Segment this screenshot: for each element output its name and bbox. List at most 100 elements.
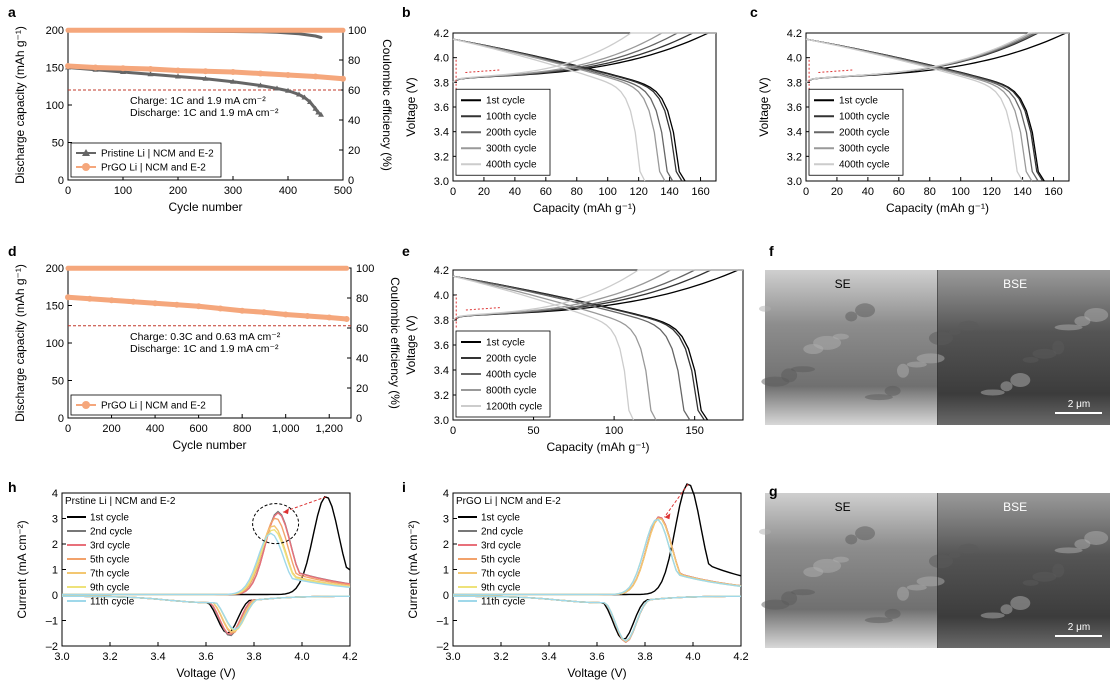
series-11th cycle (61, 532, 351, 631)
capacity-trace (65, 294, 350, 322)
y-tick-label: 3.8 (434, 77, 449, 89)
y-tick-label: 3.0 (434, 415, 449, 427)
legend-label: 1st cycle (839, 96, 878, 107)
x-tick-label: 100 (952, 186, 970, 198)
y-tick-label: 1 (443, 565, 449, 577)
sem-texture (1084, 530, 1109, 545)
x-tick-label: 100 (114, 185, 132, 197)
y2-tick-label: 0 (356, 413, 362, 425)
discharge-curve (452, 275, 657, 421)
sem-texture (761, 599, 790, 610)
capacity-point (175, 73, 181, 79)
legend-label: 200th cycle (839, 128, 890, 139)
scale-bar-label: 2 μm (1068, 399, 1090, 410)
condition-annotation: Discharge: 1C and 1.9 mA cm⁻² (130, 107, 279, 119)
legend-label: 1st cycle (486, 338, 525, 349)
x-tick-label: 800 (233, 423, 251, 435)
x-tick-label: 120 (982, 186, 1000, 198)
y2-tick-label: 40 (348, 115, 360, 127)
legend: 1st cycle 2nd cycle 3rd cycle 5th cycle 7th … (458, 513, 526, 608)
y-tick-label: 3 (443, 514, 449, 526)
sem-texture (759, 305, 771, 312)
condition-annotation: Charge: 1C and 1.9 mA cm⁻² (130, 95, 266, 107)
y-tick-label: 4.0 (434, 53, 449, 65)
legend-label: 300th cycle (839, 144, 890, 155)
capacity-point (315, 109, 322, 115)
sem-texture (1084, 307, 1109, 322)
capacity-point (257, 82, 264, 88)
x-tick-label: 3.2 (493, 651, 508, 663)
charge-curve (805, 32, 1069, 83)
legend-label: 100th cycle (839, 112, 890, 123)
sem-texture (864, 617, 893, 624)
sem-texture (1054, 324, 1083, 331)
capacity-point (274, 85, 280, 91)
legend-marker (82, 401, 90, 409)
x-tick-label: 4.2 (342, 651, 357, 663)
legend-label: 7th cycle (90, 569, 130, 580)
polarization-arrow (455, 295, 502, 328)
x-axis-label: Voltage (V) (176, 666, 235, 680)
sem-texture (790, 589, 815, 596)
x-tick-label: 40 (509, 186, 521, 198)
capacity-point (120, 65, 126, 72)
y-tick-label: –2 (46, 641, 58, 653)
x-tick-label: 60 (893, 186, 905, 198)
legend-label: 1200th cycle (486, 402, 543, 413)
y-tick-label: –1 (46, 616, 58, 628)
y-axis-label: Voltage (V) (404, 315, 418, 374)
legend: 1st cycle 100th cycle 200th cycle 300th cyc… (455, 88, 551, 176)
y-tick-label: 3.6 (434, 102, 449, 114)
legend-label: 9th cycle (481, 583, 521, 594)
legend-label: 400th cycle (486, 160, 537, 171)
panel-label-i: i (402, 479, 406, 495)
condition-annotation: Discharge: 1C and 1.9 mA cm⁻² (130, 343, 279, 355)
y2-axis-label: Coulombic efficiency (%) (388, 277, 402, 409)
x-tick-label: 40 (862, 186, 874, 198)
x-tick-label: 3.4 (150, 651, 165, 663)
capacity-point (65, 294, 71, 301)
y2-tick-label: 80 (348, 55, 360, 67)
panel-label-h: h (8, 479, 17, 495)
x-tick-label: 1,200 (315, 423, 343, 435)
x-tick-label: 20 (831, 186, 843, 198)
series-400th cycle (452, 32, 716, 182)
x-tick-label: 50 (527, 425, 539, 437)
sem-se-image (765, 493, 938, 648)
legend: 1st cycle 100th cycle 200th cycle 300th cyc… (808, 88, 904, 176)
sem-texture (759, 528, 771, 535)
x-tick-label: 160 (1044, 186, 1062, 198)
legend: 1st cycle 2nd cycle 3rd cycle 5th cycle 7th … (67, 513, 135, 608)
legend-label: 2nd cycle (481, 527, 524, 538)
sem-texture (855, 303, 876, 318)
x-tick-label: 3.0 (445, 651, 460, 663)
y-tick-label: 150 (46, 63, 64, 75)
sem-texture (1074, 316, 1091, 327)
legend: 1st cycle 200th cycle 400th cycle 800th cyc… (455, 330, 551, 418)
y-tick-label: 2 (443, 539, 449, 551)
capacity-trace (66, 66, 323, 117)
y2-tick-label: 60 (356, 323, 368, 335)
capacity-point (86, 295, 93, 302)
charge-curve (805, 32, 1069, 83)
sem-se-label: SE (835, 277, 851, 291)
x-axis-label: Capacity (mAh g⁻¹) (546, 440, 649, 454)
y-tick-label: 3.4 (787, 127, 802, 139)
x-tick-label: 100 (599, 186, 617, 198)
capacity-point (340, 75, 346, 82)
y-tick-label: 4 (443, 488, 449, 500)
sem-texture (1000, 604, 1013, 615)
x-tick-label: 160 (691, 186, 709, 198)
sem-texture (1032, 348, 1057, 359)
y-tick-label: –2 (437, 641, 449, 653)
y-tick-label: 100 (46, 338, 64, 350)
y-tick-label: 0 (52, 590, 58, 602)
y-axis-label: Discharge capacity (mAh g⁻¹) (13, 264, 27, 422)
sem-texture (958, 320, 979, 331)
capacity-point (312, 73, 319, 80)
peak-shift-arrow (663, 483, 689, 518)
panel-label-a: a (8, 4, 16, 20)
x-tick-label: 0 (803, 186, 809, 198)
